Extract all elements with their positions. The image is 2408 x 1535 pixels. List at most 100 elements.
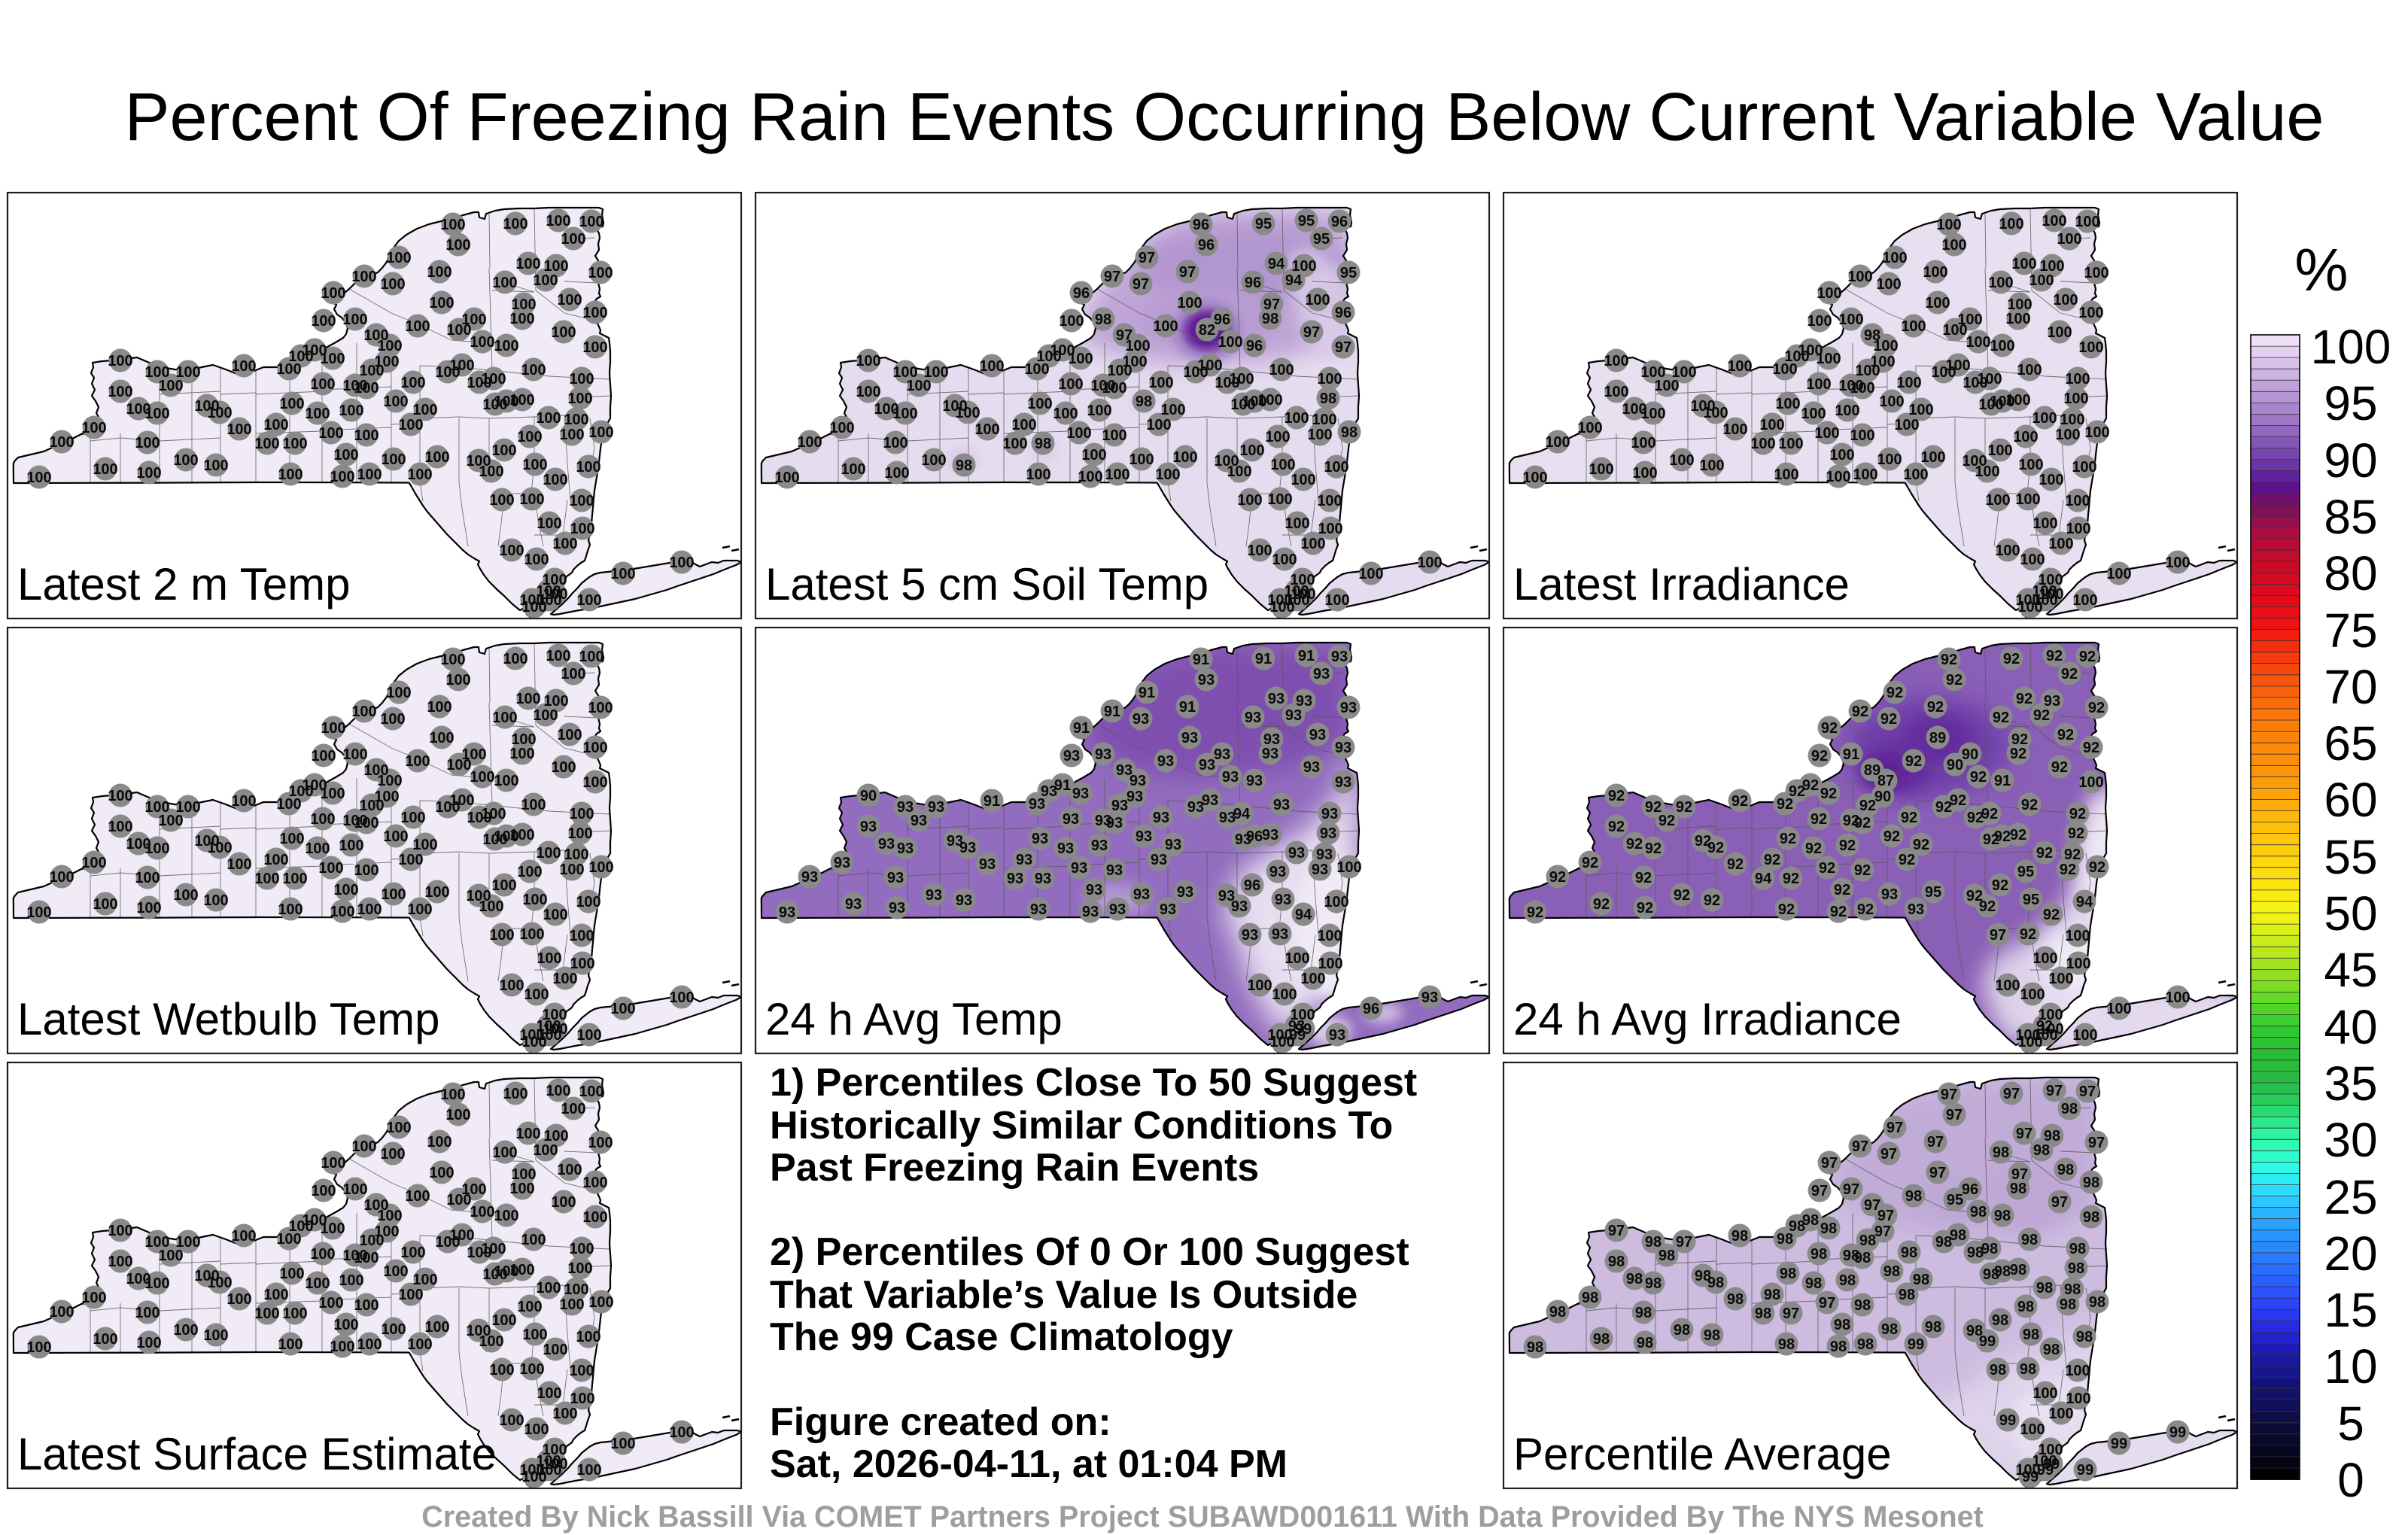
svg-text:92: 92 xyxy=(1811,748,1828,764)
svg-text:93: 93 xyxy=(897,799,914,816)
svg-text:99: 99 xyxy=(1979,1333,1996,1350)
svg-text:100: 100 xyxy=(398,1287,423,1303)
svg-text:100: 100 xyxy=(537,950,561,967)
svg-text:96: 96 xyxy=(1335,305,1351,321)
svg-text:91: 91 xyxy=(1193,652,1209,668)
svg-text:100: 100 xyxy=(576,459,600,476)
svg-text:100: 100 xyxy=(173,452,198,469)
svg-text:98: 98 xyxy=(2068,1260,2084,1277)
svg-text:100: 100 xyxy=(1148,375,1173,391)
svg-text:95: 95 xyxy=(2017,864,2034,880)
svg-text:92: 92 xyxy=(2043,907,2060,923)
svg-text:93: 93 xyxy=(911,813,927,829)
svg-text:94: 94 xyxy=(1295,907,1312,923)
svg-text:100: 100 xyxy=(93,1331,117,1348)
svg-text:98: 98 xyxy=(1626,1271,1643,1287)
svg-text:97: 97 xyxy=(1929,1165,1946,1181)
svg-text:100: 100 xyxy=(1036,348,1061,365)
svg-text:100: 100 xyxy=(1059,313,1084,330)
svg-text:97: 97 xyxy=(1843,1181,1859,1198)
svg-text:100: 100 xyxy=(499,543,524,559)
svg-text:100: 100 xyxy=(2032,1453,2057,1470)
svg-text:97: 97 xyxy=(1887,1120,1903,1136)
svg-text:92: 92 xyxy=(2088,700,2105,716)
svg-text:100: 100 xyxy=(310,1246,335,1263)
svg-text:93: 93 xyxy=(959,840,976,856)
svg-text:Percentile Average: Percentile Average xyxy=(1513,1429,1892,1479)
svg-text:100: 100 xyxy=(81,855,106,871)
svg-text:100: 100 xyxy=(381,1321,406,1338)
svg-text:89: 89 xyxy=(1864,762,1880,779)
svg-text:100: 100 xyxy=(582,1175,607,1191)
svg-text:92: 92 xyxy=(1789,783,1805,800)
svg-text:98: 98 xyxy=(1341,424,1358,441)
svg-text:100: 100 xyxy=(1267,491,1292,508)
svg-text:100: 100 xyxy=(2017,599,2042,616)
svg-text:100: 100 xyxy=(610,1001,635,1017)
svg-text:100: 100 xyxy=(1153,318,1178,335)
svg-text:100: 100 xyxy=(542,1442,567,1458)
svg-text:100: 100 xyxy=(279,1266,304,1282)
svg-text:100: 100 xyxy=(1027,396,1052,412)
svg-text:92: 92 xyxy=(2021,797,2038,813)
svg-text:92: 92 xyxy=(1843,813,1859,829)
svg-text:100: 100 xyxy=(2018,457,2043,473)
svg-text:92: 92 xyxy=(1704,892,1720,909)
svg-text:92: 92 xyxy=(2010,746,2026,762)
svg-text:100: 100 xyxy=(2015,1027,2040,1044)
svg-text:100: 100 xyxy=(158,813,183,829)
svg-text:93: 93 xyxy=(1007,871,1023,887)
svg-text:100: 100 xyxy=(1936,217,1961,233)
svg-text:100: 100 xyxy=(435,1234,460,1251)
svg-text:100: 100 xyxy=(108,1223,132,1239)
svg-text:92: 92 xyxy=(1674,887,1690,904)
svg-text:100: 100 xyxy=(1107,363,1132,379)
svg-text:100: 100 xyxy=(446,757,471,774)
svg-text:100: 100 xyxy=(536,845,561,862)
svg-text:100: 100 xyxy=(310,811,335,828)
svg-text:100: 100 xyxy=(175,799,200,816)
svg-text:92: 92 xyxy=(1854,815,1871,831)
svg-text:100: 100 xyxy=(1669,452,1694,469)
svg-text:100: 100 xyxy=(231,1228,256,1245)
svg-text:98: 98 xyxy=(1811,1246,1827,1263)
svg-text:100: 100 xyxy=(561,231,585,248)
svg-text:100: 100 xyxy=(499,1412,524,1429)
svg-text:100: 100 xyxy=(494,394,518,410)
svg-text:99: 99 xyxy=(1908,1336,1924,1353)
svg-text:100: 100 xyxy=(1284,583,1309,600)
svg-text:100: 100 xyxy=(1087,403,1111,419)
svg-text:97: 97 xyxy=(1927,1134,1944,1150)
svg-text:100: 100 xyxy=(1307,427,1332,443)
svg-text:100: 100 xyxy=(144,1275,169,1292)
svg-text:95: 95 xyxy=(1925,884,1941,901)
svg-text:100: 100 xyxy=(2015,491,2040,508)
svg-text:92: 92 xyxy=(1780,831,1796,847)
svg-text:100: 100 xyxy=(1988,275,2013,291)
svg-text:93: 93 xyxy=(1095,746,1111,763)
svg-text:100: 100 xyxy=(108,384,132,400)
svg-text:100: 100 xyxy=(203,1327,228,1344)
svg-text:100: 100 xyxy=(536,1453,561,1470)
svg-text:93: 93 xyxy=(1296,693,1312,710)
svg-text:100: 100 xyxy=(576,592,601,609)
svg-text:100: 100 xyxy=(2039,586,2063,603)
svg-text:100: 100 xyxy=(351,704,376,720)
svg-text:100: 100 xyxy=(2311,320,2391,374)
svg-text:100: 100 xyxy=(542,1007,567,1023)
svg-text:92: 92 xyxy=(1802,777,1819,794)
svg-text:87: 87 xyxy=(1877,773,1894,789)
svg-text:95: 95 xyxy=(1340,265,1357,281)
svg-text:100: 100 xyxy=(1901,318,1926,335)
svg-text:Latest Irradiance: Latest Irradiance xyxy=(1513,559,1850,609)
svg-text:100: 100 xyxy=(93,461,117,478)
svg-text:98: 98 xyxy=(1732,1228,1748,1245)
svg-text:100: 100 xyxy=(1267,592,1292,609)
svg-text:100: 100 xyxy=(377,1208,402,1224)
svg-text:100: 100 xyxy=(1908,402,1933,418)
svg-text:98: 98 xyxy=(1635,1305,1652,1321)
svg-text:100: 100 xyxy=(492,275,517,291)
svg-text:93: 93 xyxy=(1136,828,1152,845)
svg-text:100: 100 xyxy=(386,685,411,701)
svg-text:100: 100 xyxy=(543,1456,567,1473)
